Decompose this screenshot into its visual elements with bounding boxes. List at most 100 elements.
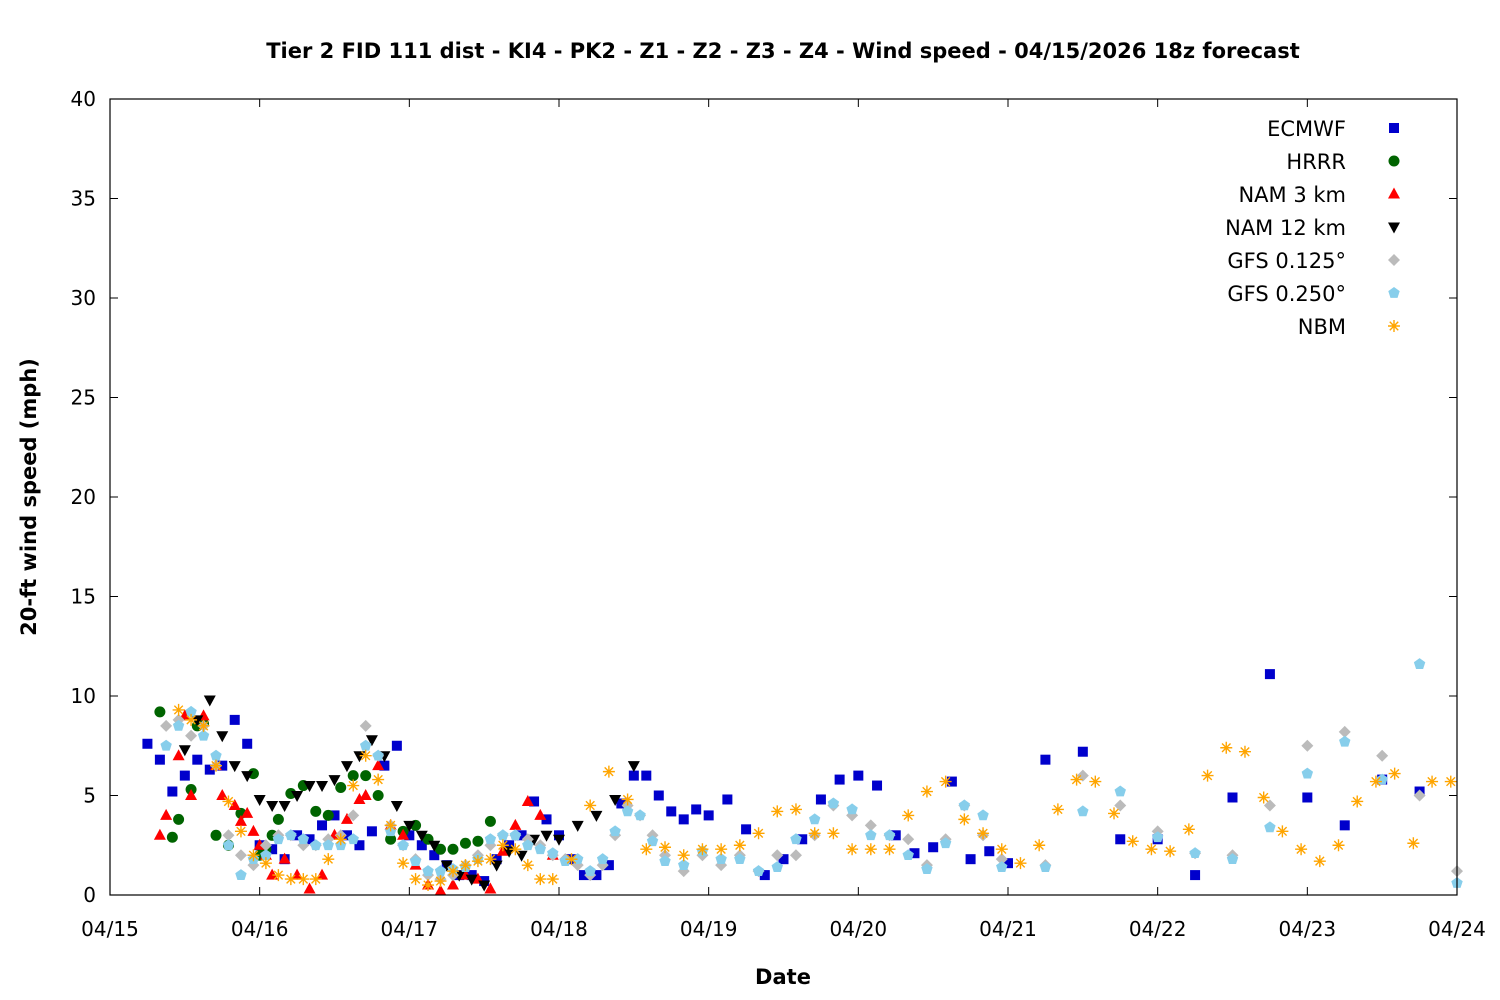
gfs-0-125-point: [1076, 769, 1089, 782]
ecmwf-point: [759, 870, 770, 881]
hrrr-point: [322, 809, 334, 821]
nam-3-km-point: [172, 749, 185, 761]
nbm-point: [471, 855, 484, 868]
hrrr-point: [272, 813, 284, 825]
nbm-point: [347, 779, 360, 792]
gfs-0-125-point: [222, 829, 235, 842]
ecmwf-point: [872, 780, 883, 791]
hrrr-point: [385, 833, 397, 845]
gfs-0-250-point: [846, 803, 858, 815]
nam-3-km-point: [228, 798, 241, 810]
hrrr-point: [173, 813, 185, 825]
ecmwf-point: [1077, 746, 1088, 757]
gfs-0-125-point: [259, 839, 272, 852]
nbm-point: [484, 853, 497, 866]
nbm-point: [1388, 767, 1401, 780]
ecmwf-point: [1190, 870, 1201, 881]
gfs-0-250-point: [646, 835, 659, 847]
hrrr-point: [435, 843, 447, 855]
ecmwf-point: [379, 760, 390, 771]
ecmwf-point: [217, 760, 228, 771]
legend-marker-gfs-0-250: [1388, 287, 1400, 298]
nbm-point: [565, 853, 578, 866]
nbm-point: [259, 857, 272, 870]
nbm-point: [733, 839, 746, 852]
nbm-point: [1089, 775, 1102, 788]
gfs-0-250-point: [484, 833, 497, 845]
x-tick-label: 04/19: [680, 917, 738, 941]
nbm-point: [384, 819, 397, 832]
gfs-0-125-point: [995, 853, 1008, 866]
nam-12-km-point: [490, 860, 503, 872]
axis-ticks: 04/15 04/16 04/17 04/18 04/19 04/20 04/21 04/22…: [71, 87, 1486, 941]
hrrr-point: [310, 805, 322, 817]
nbm-point: [359, 749, 372, 762]
nam-12-km-point: [627, 761, 640, 773]
series-nbm: [172, 703, 1457, 892]
gfs-0-250-point: [160, 739, 172, 751]
nbm-point: [222, 795, 235, 808]
nam-3-km-point: [316, 868, 329, 880]
nam-12-km-point: [178, 745, 191, 757]
nam-12-km-point: [590, 810, 603, 822]
ecmwf-point: [778, 854, 789, 865]
gfs-0-250-point: [297, 833, 310, 845]
nbm-point: [1126, 835, 1139, 848]
nam-3-km-point: [241, 806, 254, 818]
nam-3-km-point: [509, 818, 522, 830]
gfs-0-250-point: [1301, 767, 1314, 779]
nam-12-km-point: [609, 794, 622, 806]
gfs-0-250-point: [285, 829, 297, 841]
ecmwf-point: [1227, 792, 1238, 803]
x-tick-label: 04/21: [979, 917, 1037, 941]
nam-3-km-point: [185, 789, 198, 800]
gfs-0-250-point: [902, 849, 914, 861]
gfs-0-250-point: [1189, 847, 1201, 859]
ecmwf-point: [591, 870, 602, 881]
gfs-0-250-point: [1226, 853, 1239, 865]
nbm-point: [1257, 791, 1270, 804]
ecmwf-point: [154, 754, 165, 765]
nbm-point: [939, 775, 952, 788]
nbm-point: [621, 793, 634, 806]
nam-12-km-point: [553, 834, 565, 846]
y-tick-label: 40: [71, 87, 96, 111]
hrrr-point: [360, 770, 372, 782]
y-tick-label: 0: [83, 883, 96, 907]
nam-12-km-point: [390, 800, 403, 812]
legend-marker-nam-3-km: [1388, 187, 1400, 199]
gfs-0-250-point: [409, 855, 422, 867]
gfs-0-125-point: [234, 849, 247, 862]
nbm-point: [1426, 775, 1439, 788]
gfs-0-250-point: [715, 853, 727, 865]
ecmwf-point: [329, 810, 340, 821]
gfs-0-250-point: [497, 829, 509, 841]
nam-12-km-point: [241, 771, 254, 783]
x-tick-label: 04/22: [1129, 917, 1187, 941]
nam-12-km-point: [328, 775, 341, 787]
ecmwf-point: [292, 830, 303, 841]
plot-frame: [109, 98, 1458, 896]
ecmwf-point: [529, 796, 540, 807]
y-tick-label: 10: [71, 684, 96, 708]
gfs-0-250-point: [996, 861, 1008, 872]
nbm-point: [185, 713, 198, 726]
ecmwf-point: [1003, 858, 1013, 869]
legend-marker-hrrr: [1388, 155, 1400, 167]
ecmwf-point: [404, 830, 415, 841]
nam-3-km-point: [291, 868, 304, 880]
gfs-0-250-point: [865, 829, 877, 841]
y-tick-label: 25: [71, 386, 96, 410]
nam-12-km-point: [278, 800, 291, 812]
y-axis-label: 20-ft wind speed (mph): [17, 358, 41, 636]
gfs-0-250-point: [1151, 831, 1164, 843]
nbm-point: [446, 865, 459, 878]
nam-12-km-point: [465, 874, 478, 886]
gfs-0-125-point: [1114, 799, 1127, 812]
gfs-0-250-point: [310, 839, 322, 851]
gfs-0-250-point: [434, 865, 447, 876]
hrrr-point: [459, 837, 471, 849]
nam-3-km-point: [534, 808, 547, 820]
nam-3-km-point: [153, 828, 166, 840]
